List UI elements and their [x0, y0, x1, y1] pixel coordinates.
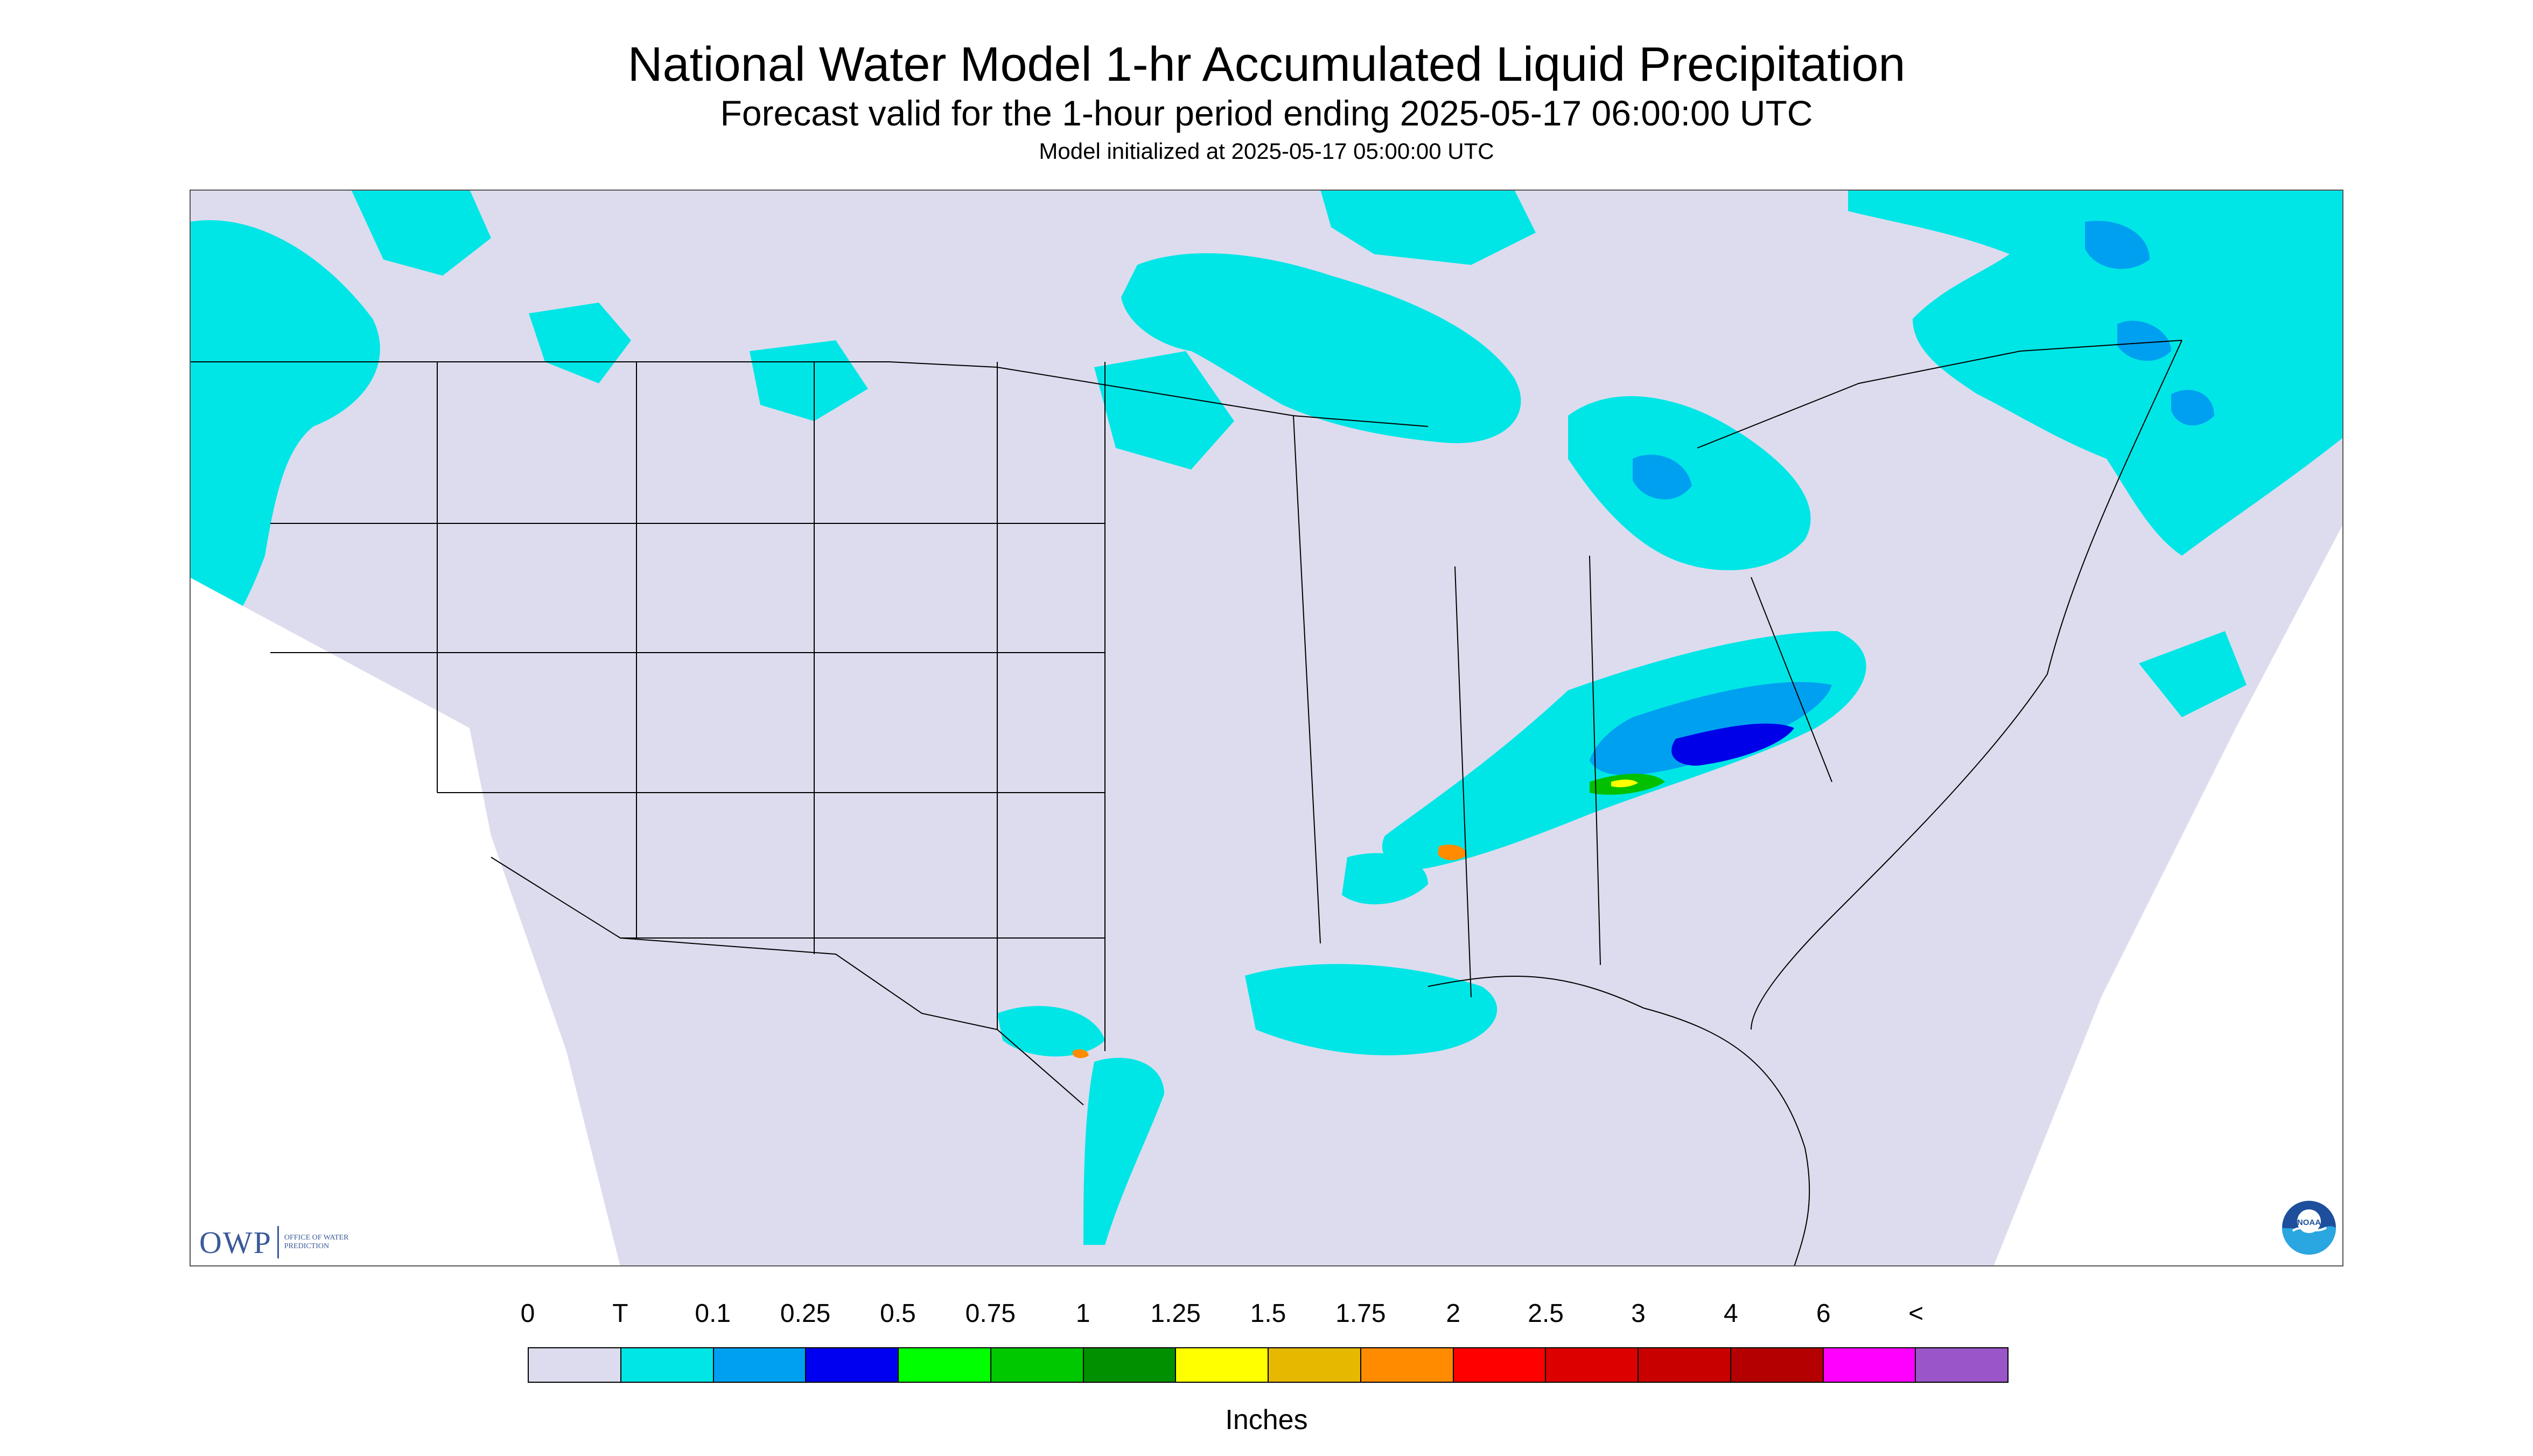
legend-label-9: 1.75: [1335, 1299, 1386, 1328]
precip-montana: [529, 303, 631, 383]
precip-quebec-core-1: [2085, 221, 2150, 269]
legend-label-5: 0.75: [965, 1299, 1016, 1328]
legend-swatch-12: [1639, 1348, 1731, 1382]
precip-upper-midwest: [1121, 253, 1521, 444]
us-mexico-border: [491, 857, 1084, 1105]
legend-label-1: T: [612, 1299, 628, 1328]
legend-swatch-0: [529, 1348, 621, 1382]
legend-swatch-5: [991, 1348, 1084, 1382]
precip-great-lakes-core: [1633, 454, 1692, 500]
legend-label-2: 0.1: [695, 1299, 731, 1328]
legend-swatch-7: [1176, 1348, 1269, 1382]
legend-label-7: 1.25: [1150, 1299, 1201, 1328]
gulf-coastline: [1428, 975, 1810, 1266]
precip-minnesota: [1094, 351, 1234, 470]
precip-mississippi: [1342, 853, 1428, 905]
legend-label-8: 1.5: [1250, 1299, 1286, 1328]
precip-maine-core: [2171, 390, 2214, 426]
legend-swatch-13: [1731, 1348, 1824, 1382]
legend-swatch-9: [1361, 1348, 1454, 1382]
precip-bc-coast: [351, 190, 491, 276]
legend-units: Inches: [1225, 1404, 1308, 1436]
legend-swatch-14: [1823, 1348, 1916, 1382]
map-border: [190, 190, 2343, 1266]
precip-texas-coast: [1083, 1058, 1164, 1245]
legend-label-15: <: [1908, 1299, 1924, 1328]
legend-label-0: 0: [520, 1299, 535, 1328]
model-domain: [190, 190, 2343, 1266]
legend-label-4: 0.5: [880, 1299, 916, 1328]
map-canvas: [190, 190, 2343, 1266]
state-lines-vertical: [437, 362, 1105, 1051]
legend-swatch-11: [1546, 1348, 1639, 1382]
legend-swatch-3: [806, 1348, 899, 1382]
legend-label-10: 2: [1446, 1299, 1461, 1328]
precip-pacific-northwest: [190, 220, 380, 642]
legend-label-14: 6: [1816, 1299, 1831, 1328]
precip-ohio-valley-heavy: [1671, 723, 1794, 766]
state-lines-east: [1293, 415, 1832, 998]
legend-swatch-1: [621, 1348, 714, 1382]
legend-label-13: 4: [1724, 1299, 1738, 1328]
noaa-logo-text: NOAA: [2297, 1218, 2321, 1227]
legend-swatch-2: [713, 1348, 807, 1382]
precip-layer: [190, 190, 2343, 1245]
legend-swatch-15: [1916, 1348, 2007, 1382]
legend-label-6: 1: [1075, 1299, 1090, 1328]
legend-swatch-8: [1269, 1348, 1361, 1382]
owp-logo: OWP OFFICE OF WATER PREDICTION: [199, 1223, 349, 1261]
precip-atlantic-offshore: [2139, 631, 2247, 717]
legend-label-12: 3: [1631, 1299, 1646, 1328]
precip-ohio-valley-core: [1590, 682, 1832, 775]
legend-label-3: 0.25: [780, 1299, 831, 1328]
state-lines-horizontal: [270, 523, 1105, 939]
owp-logo-divider: [277, 1226, 279, 1258]
map-subtitle: Forecast valid for the 1-hour period end…: [720, 93, 1813, 133]
precip-ontario-north: [1320, 190, 1536, 265]
legend-swatch-6: [1083, 1348, 1177, 1382]
precip-northeast-quebec: [1848, 190, 2343, 556]
precip-gulf-coast: [1245, 964, 1498, 1055]
legend-colorbar: [528, 1347, 2009, 1383]
noaa-logo: NOAA: [2282, 1201, 2336, 1255]
precip-dakotas-west: [750, 340, 868, 421]
precip-ohio-valley-yellow: [1611, 779, 1638, 787]
owp-logo-text: OWP: [199, 1224, 272, 1260]
precip-quebec-core-2: [2117, 320, 2171, 361]
map-title: National Water Model 1-hr Accumulated Li…: [627, 38, 1906, 92]
precip-mississippi-cell: [1438, 844, 1467, 860]
precip-texas-central: [997, 1006, 1105, 1056]
legend-label-11: 2.5: [1528, 1299, 1564, 1328]
legend-labels: 0 T 0.1 0.25 0.5 0.75 1 1.25 1.5 1.75 2 2.5 3 4 6 <: [521, 1298, 2009, 1335]
legend-swatch-4: [899, 1348, 991, 1382]
legend-swatch-10: [1453, 1348, 1547, 1382]
precipitation-map: [190, 190, 2343, 1266]
atlantic-coastline: [1751, 340, 2182, 1030]
model-init-text: Model initialized at 2025-05-17 05:00:00…: [1039, 138, 1494, 164]
boundaries: [190, 340, 2182, 1266]
owp-logo-subtext: OFFICE OF WATER PREDICTION: [284, 1234, 349, 1250]
precip-texas-cell: [1073, 1049, 1089, 1059]
us-canada-border-east: [1697, 340, 2182, 449]
